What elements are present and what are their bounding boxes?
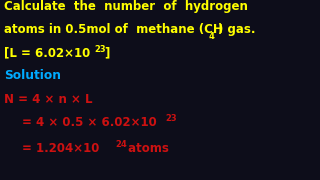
Text: 4: 4: [209, 32, 214, 41]
Text: = 4 × 0.5 × 6.02×10: = 4 × 0.5 × 6.02×10: [22, 116, 156, 129]
Text: Solution: Solution: [4, 69, 61, 82]
Text: 23: 23: [94, 45, 106, 54]
Text: 24: 24: [115, 140, 127, 149]
Text: ]: ]: [104, 47, 109, 60]
Text: Calculate  the  number  of  hydrogen: Calculate the number of hydrogen: [4, 0, 248, 13]
Text: = 1.204×10: = 1.204×10: [22, 142, 99, 155]
Text: atoms in 0.5mol of  methane (CH: atoms in 0.5mol of methane (CH: [4, 23, 223, 36]
Text: 23: 23: [165, 114, 177, 123]
Text: [L = 6.02×10: [L = 6.02×10: [4, 47, 91, 60]
Text: N = 4 × n × L: N = 4 × n × L: [4, 93, 93, 106]
Text: ) gas.: ) gas.: [218, 23, 255, 36]
Text: atoms: atoms: [124, 142, 169, 155]
